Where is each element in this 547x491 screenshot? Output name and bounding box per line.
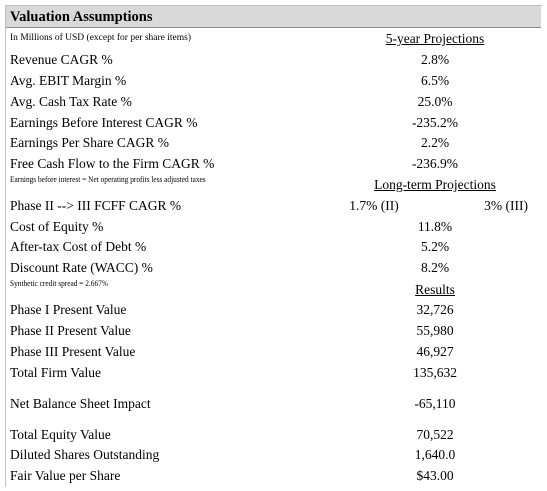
row-value: 1,640.0	[414, 447, 456, 462]
footnote: Synthetic credit spread = 2.667%	[10, 279, 108, 288]
row-value: 5.2%	[420, 239, 450, 254]
row-value: 70,522	[416, 427, 454, 442]
row-value: $43.00	[416, 468, 454, 483]
section-heading: Results	[415, 282, 455, 297]
row-value: -236.9%	[411, 156, 459, 171]
row-value: 25.0%	[417, 94, 453, 109]
row-label: Net Balance Sheet Impact	[10, 396, 151, 411]
row-value: 11.8%	[417, 219, 453, 234]
row-label: Cost of Equity %	[10, 219, 104, 234]
row-label: Phase II Present Value	[10, 323, 131, 338]
row-label: Avg. Cash Tax Rate %	[10, 94, 132, 109]
row-label: Revenue CAGR %	[10, 52, 113, 67]
row-label: Free Cash Flow to the Firm CAGR %	[10, 156, 215, 171]
row-value: 8.2%	[420, 260, 450, 275]
row-label: Earnings Before Interest CAGR %	[10, 115, 198, 130]
row-value: 1.7% (II)	[349, 198, 399, 213]
row-value: 2.2%	[420, 135, 450, 150]
title: Valuation Assumptions	[10, 9, 153, 25]
footnote: Earnings before interest = Net operating…	[10, 175, 206, 184]
title-bar	[6, 6, 541, 28]
row-label: Discount Rate (WACC) %	[10, 260, 153, 275]
row-value: -235.2%	[411, 115, 459, 130]
section-heading: 5-year Projections	[385, 31, 485, 46]
row-label: After-tax Cost of Debt %	[10, 239, 147, 254]
row-label: Phase I Present Value	[10, 302, 127, 317]
row-value: 46,927	[416, 344, 454, 359]
row-value: 135,632	[413, 365, 457, 380]
row-label: Earnings Per Share CAGR %	[10, 135, 169, 150]
row-label: Phase III Present Value	[10, 344, 136, 359]
row-label: Avg. EBIT Margin %	[10, 73, 127, 88]
subtitle: In Millions of USD (except for per share…	[10, 33, 191, 43]
row-label: Phase II --> III FCFF CAGR %	[10, 198, 182, 213]
row-value: 55,980	[416, 323, 454, 338]
row-value: 2.8%	[420, 52, 450, 67]
row-value: 32,726	[416, 302, 454, 317]
section-heading: Long-term Projections	[374, 177, 496, 192]
row-label: Diluted Shares Outstanding	[10, 447, 160, 462]
row-value: 6.5%	[420, 73, 450, 88]
row-label: Fair Value per Share	[10, 468, 121, 483]
sheet-border	[5, 5, 542, 487]
row-value: 3% (III)	[484, 198, 528, 213]
row-label: Total Equity Value	[10, 427, 111, 442]
row-label: Total Firm Value	[10, 365, 102, 380]
row-value: -65,110	[414, 396, 456, 411]
